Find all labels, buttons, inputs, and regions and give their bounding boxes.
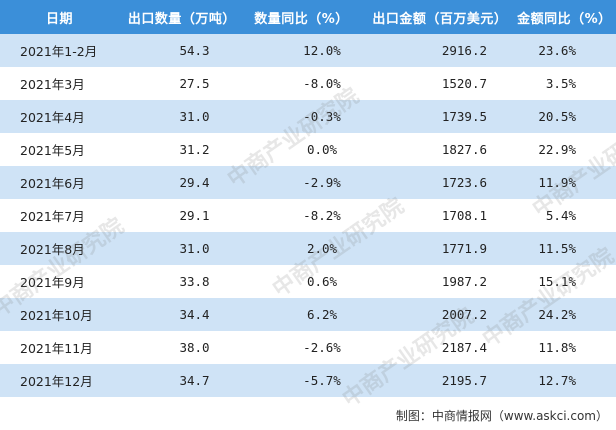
cell-qty: 31.2 bbox=[179, 142, 210, 157]
cell-qty-yoy: -5.7% bbox=[303, 373, 341, 388]
cell-amount-yoy: 11.9% bbox=[538, 175, 576, 190]
cell-date: 2021年4月 bbox=[20, 110, 85, 125]
table-row: 2021年12月 34.7 -5.7% 2195.7 12.7% bbox=[0, 364, 616, 397]
cell-date: 2021年5月 bbox=[20, 143, 85, 158]
cell-amount: 1739.5 bbox=[441, 109, 487, 124]
cell-amount-yoy: 20.5% bbox=[538, 109, 576, 124]
cell-date: 2021年3月 bbox=[20, 77, 85, 92]
source-credit: 制图：中商情报网（www.askci.com） bbox=[395, 409, 608, 423]
cell-qty: 29.4 bbox=[179, 175, 210, 190]
cell-amount-yoy: 15.1% bbox=[538, 274, 576, 289]
cell-amount: 1723.6 bbox=[441, 175, 487, 190]
table-row: 2021年3月 27.5 -8.0% 1520.7 3.5% bbox=[0, 67, 616, 100]
header-qty: 出口数量（万吨） bbox=[127, 11, 236, 27]
cell-qty: 54.3 bbox=[179, 43, 210, 58]
cell-amount-yoy: 23.6% bbox=[538, 43, 576, 58]
cell-amount: 1520.7 bbox=[441, 76, 487, 91]
cell-amount-yoy: 11.8% bbox=[538, 340, 576, 355]
cell-qty-yoy: -8.2% bbox=[303, 208, 341, 223]
cell-date: 2021年9月 bbox=[20, 275, 85, 290]
table-row: 2021年1-2月 54.3 12.0% 2916.2 23.6% bbox=[0, 34, 616, 67]
table-body: 2021年1-2月 54.3 12.0% 2916.2 23.6% 2021年3月 27.5… bbox=[0, 34, 616, 397]
data-table: 日期 出口数量（万吨） 数量同比（%） 出口金额（百万美元） 金额同比（%） 2… bbox=[0, 0, 616, 397]
cell-date: 2021年11月 bbox=[20, 341, 93, 356]
cell-qty-yoy: 6.2% bbox=[306, 307, 338, 322]
table-row: 2021年7月 29.1 -8.2% 1708.1 5.4% bbox=[0, 199, 616, 232]
header-amount-yoy: 金额同比（%） bbox=[517, 11, 612, 27]
table-row: 2021年9月 33.8 0.6% 1987.2 15.1% bbox=[0, 265, 616, 298]
cell-qty-yoy: -8.0% bbox=[303, 76, 341, 91]
cell-date: 2021年8月 bbox=[20, 242, 85, 257]
cell-amount: 1827.6 bbox=[441, 142, 487, 157]
cell-amount-yoy: 11.5% bbox=[538, 241, 576, 256]
cell-amount: 1771.9 bbox=[441, 241, 487, 256]
cell-date: 2021年6月 bbox=[20, 176, 85, 191]
cell-qty-yoy: -2.9% bbox=[303, 175, 341, 190]
cell-qty: 27.5 bbox=[179, 76, 210, 91]
header-date: 日期 bbox=[46, 11, 74, 27]
cell-amount-yoy: 3.5% bbox=[545, 76, 576, 91]
table-row: 2021年11月 38.0 -2.6% 2187.4 11.8% bbox=[0, 331, 616, 364]
cell-qty-yoy: 2.0% bbox=[306, 241, 338, 256]
cell-date: 2021年7月 bbox=[20, 209, 85, 224]
cell-amount: 2187.4 bbox=[441, 340, 487, 355]
cell-amount-yoy: 24.2% bbox=[538, 307, 576, 322]
cell-qty-yoy: 0.6% bbox=[306, 274, 338, 289]
table-row: 2021年10月 34.4 6.2% 2007.2 24.2% bbox=[0, 298, 616, 331]
header-amount: 出口金额（百万美元） bbox=[372, 11, 508, 27]
cell-qty: 31.0 bbox=[179, 241, 210, 256]
cell-qty: 34.4 bbox=[179, 307, 210, 322]
cell-qty-yoy: 12.0% bbox=[303, 43, 341, 58]
cell-amount: 2916.2 bbox=[441, 43, 487, 58]
cell-date: 2021年12月 bbox=[20, 374, 93, 389]
cell-amount-yoy: 12.7% bbox=[538, 373, 576, 388]
cell-amount: 2007.2 bbox=[441, 307, 487, 322]
cell-qty: 29.1 bbox=[179, 208, 210, 223]
table-row: 2021年6月 29.4 -2.9% 1723.6 11.9% bbox=[0, 166, 616, 199]
cell-amount-yoy: 22.9% bbox=[538, 142, 576, 157]
cell-qty-yoy: 0.0% bbox=[306, 142, 338, 157]
table-header: 日期 出口数量（万吨） 数量同比（%） 出口金额（百万美元） 金额同比（%） bbox=[0, 0, 616, 34]
table-row: 2021年4月 31.0 -0.3% 1739.5 20.5% bbox=[0, 100, 616, 133]
cell-qty: 34.7 bbox=[179, 373, 210, 388]
cell-qty-yoy: -0.3% bbox=[303, 109, 341, 124]
cell-qty: 31.0 bbox=[179, 109, 210, 124]
cell-amount: 1708.1 bbox=[441, 208, 487, 223]
cell-qty: 33.8 bbox=[179, 274, 210, 289]
cell-date: 2021年10月 bbox=[20, 308, 93, 323]
cell-amount-yoy: 5.4% bbox=[545, 208, 576, 223]
cell-qty: 38.0 bbox=[179, 340, 210, 355]
cell-amount: 2195.7 bbox=[441, 373, 487, 388]
table-row: 2021年5月 31.2 0.0% 1827.6 22.9% bbox=[0, 133, 616, 166]
cell-date: 2021年1-2月 bbox=[20, 44, 98, 59]
table-row: 2021年8月 31.0 2.0% 1771.9 11.5% bbox=[0, 232, 616, 265]
header-qty-yoy: 数量同比（%） bbox=[254, 11, 349, 27]
cell-qty-yoy: -2.6% bbox=[303, 340, 341, 355]
cell-amount: 1987.2 bbox=[441, 274, 487, 289]
